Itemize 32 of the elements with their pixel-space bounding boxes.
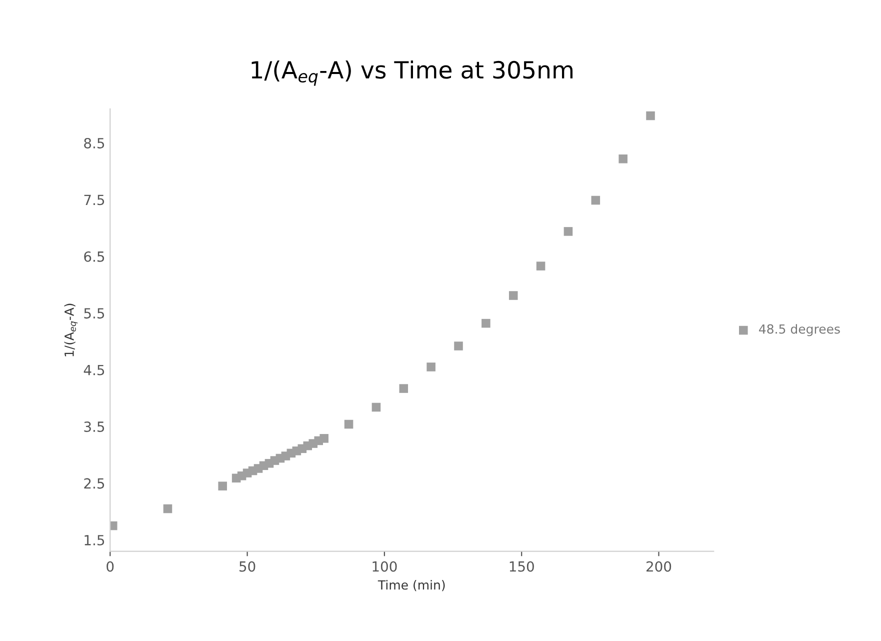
y-tick-label: 4.5 xyxy=(84,364,104,376)
y-axis-title: 1/(A$_{eq}$-A) xyxy=(64,304,78,356)
point xyxy=(536,262,546,270)
point xyxy=(426,362,436,372)
point xyxy=(399,384,408,393)
point xyxy=(218,482,227,490)
legend-label: 48.5 degrees xyxy=(759,324,840,336)
point xyxy=(454,342,463,350)
y-tick-label: 7.5 xyxy=(84,194,104,206)
point xyxy=(508,291,518,300)
y-tick-label: 2.5 xyxy=(84,478,104,489)
y-tick-label: 5.5 xyxy=(84,308,104,319)
point xyxy=(372,402,381,412)
chart-title: 1/(A$_{eq}$-A) vs Time at 305nm xyxy=(252,60,572,86)
x-tick-label: 150 xyxy=(510,561,534,572)
x-tick-label: 100 xyxy=(372,561,397,572)
point xyxy=(482,318,490,328)
y-tick-label: 1.5 xyxy=(84,535,104,546)
x-tick-label: 50 xyxy=(240,561,256,572)
x-axis-title: Time (min) xyxy=(378,580,445,592)
point xyxy=(591,196,600,205)
y-tick-label: 8.5 xyxy=(84,138,104,148)
point xyxy=(618,154,628,164)
point xyxy=(646,111,655,120)
point xyxy=(564,227,573,236)
y-tick-label: 3.5 xyxy=(84,421,104,432)
x-tick-label: 0 xyxy=(106,561,114,572)
point xyxy=(163,504,172,514)
point xyxy=(344,420,354,429)
y-tick-label: 6.5 xyxy=(84,251,104,262)
x-tick-label: 200 xyxy=(646,561,672,572)
point xyxy=(320,434,328,443)
